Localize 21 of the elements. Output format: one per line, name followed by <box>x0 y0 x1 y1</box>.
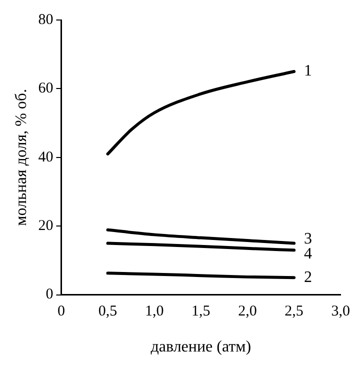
x-tick-label: 1,0 <box>144 304 164 320</box>
y-tick-label: 60 <box>38 80 54 97</box>
x-tick-label: 0,5 <box>98 304 118 320</box>
series-label: 1 <box>304 62 312 80</box>
x-axis-title: давление (атм) <box>150 338 252 356</box>
x-tick-label: 2,0 <box>238 304 257 320</box>
x-tick-label: 2,5 <box>284 304 304 320</box>
line-series <box>106 242 296 252</box>
line-series <box>106 228 296 245</box>
y-tick-label: 40 <box>38 149 54 166</box>
x-tick-label: 0 <box>57 304 65 320</box>
series-label: 4 <box>304 245 312 262</box>
series-label: 3 <box>304 230 312 248</box>
y-tick-label: 80 <box>38 12 54 28</box>
series-label: 2 <box>304 268 312 286</box>
y-axis-title: мольная доля, % об. <box>12 88 30 226</box>
x-tick-label: 1,5 <box>192 304 210 320</box>
x-tick-label: 3,0 <box>331 304 350 320</box>
y-tick-label: 0 <box>46 286 54 303</box>
line-series <box>106 70 296 156</box>
y-tick-label: 20 <box>38 218 54 234</box>
